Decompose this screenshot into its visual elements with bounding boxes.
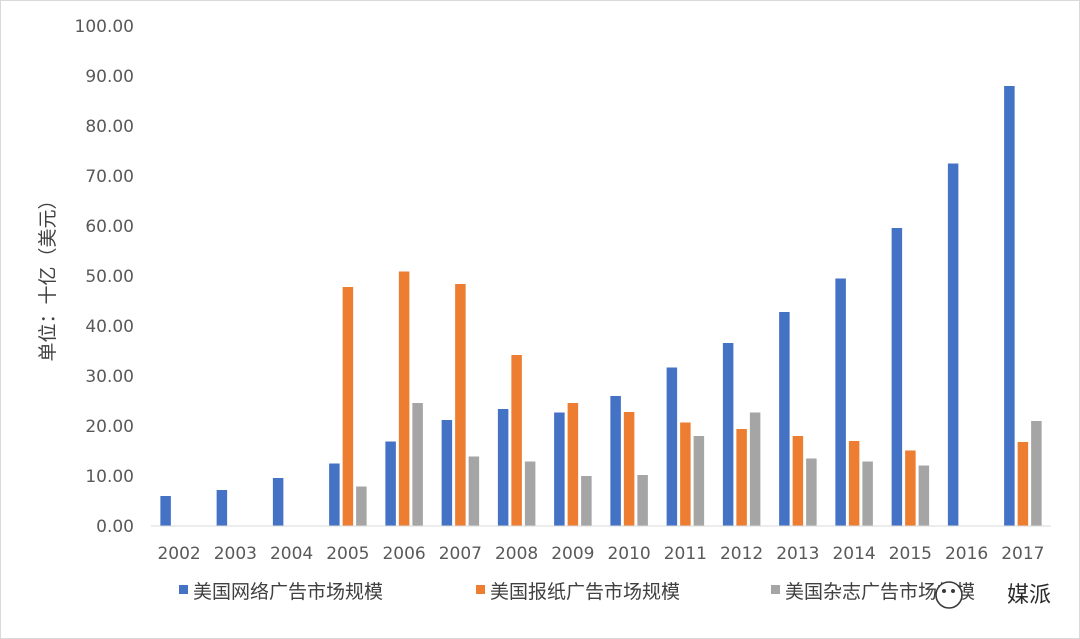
x-tick-label: 2008	[495, 544, 538, 564]
bar-1-2010	[610, 396, 621, 526]
legend-label-2: 美国报纸广告市场规模	[490, 581, 680, 603]
bar-2-2007	[455, 284, 466, 526]
x-tick-label: 2002	[157, 544, 200, 564]
x-tick-label: 2004	[270, 544, 313, 564]
y-tick-label: 90.00	[85, 67, 134, 87]
legend-swatch-1	[179, 585, 188, 594]
bar-1-2002	[160, 496, 171, 526]
bar-2-2012	[736, 429, 747, 526]
bar-1-2014	[835, 278, 846, 526]
bar-1-2007	[441, 420, 453, 526]
bar-2-2013	[792, 436, 804, 526]
legend-label-1: 美国网络广告市场规模	[193, 581, 383, 603]
y-tick-label: 0.00	[96, 517, 134, 537]
bar-3-2015	[918, 465, 930, 526]
y-tick-label: 70.00	[85, 167, 134, 187]
bar-1-2013	[779, 312, 790, 526]
y-tick-label: 20.00	[85, 417, 134, 437]
x-tick-label: 2017	[1001, 544, 1044, 564]
bar-1-2009	[554, 412, 565, 526]
bar-2-2011	[680, 422, 691, 526]
bar-2-2017	[1017, 442, 1029, 526]
y-tick-label: 60.00	[85, 217, 134, 237]
bar-3-2010	[637, 475, 648, 526]
bar-1-2004	[272, 478, 284, 526]
wechat-icon	[935, 581, 963, 609]
bars	[160, 86, 1042, 526]
bar-1-2006	[385, 441, 396, 526]
y-axis-label: 单位：十亿（美元）	[37, 190, 59, 361]
x-tick-label: 2013	[776, 544, 819, 564]
bar-3-2008	[524, 461, 536, 526]
x-tick-label: 2005	[326, 544, 369, 564]
legend-swatch-2	[476, 585, 485, 594]
x-tick-label: 2009	[551, 544, 594, 564]
bar-3-2009	[581, 476, 592, 526]
bar-2-2014	[848, 441, 860, 526]
y-tick-label: 10.00	[85, 467, 134, 487]
bar-2-2008	[511, 355, 522, 526]
bar-1-2008	[497, 409, 509, 526]
watermark-text: 媒派	[1007, 583, 1051, 608]
bar-1-2017	[1004, 86, 1015, 526]
x-tick-label: 2015	[889, 544, 932, 564]
bar-1-2015	[891, 228, 903, 526]
y-tick-label: 80.00	[85, 117, 134, 137]
x-tick-label: 2012	[720, 544, 763, 564]
legend-label-3: 美国杂志广告市场规模	[785, 581, 975, 603]
legend-swatch-3	[771, 585, 780, 594]
bar-3-2011	[693, 436, 705, 526]
bar-3-2005	[356, 486, 367, 526]
x-tick-label: 2003	[214, 544, 257, 564]
bar-3-2012	[749, 412, 761, 526]
bar-3-2017	[1031, 421, 1042, 526]
bar-3-2007	[468, 456, 480, 526]
bar-1-2011	[666, 367, 678, 526]
bar-3-2013	[806, 458, 817, 526]
bar-1-2003	[216, 490, 228, 526]
watermark: 媒派	[935, 581, 1051, 609]
y-tick-label: 100.00	[75, 17, 134, 37]
bar-3-2014	[862, 461, 873, 526]
x-tick-label: 2010	[607, 544, 650, 564]
bar-2-2009	[567, 403, 579, 526]
y-tick-label: 50.00	[85, 267, 134, 287]
y-tick-label: 40.00	[85, 317, 134, 337]
x-tick-label: 2014	[832, 544, 875, 564]
y-tick-label: 30.00	[85, 367, 134, 387]
bar-3-2006	[412, 403, 423, 526]
legend: 美国网络广告市场规模 美国报纸广告市场规模 美国杂志广告市场规模	[179, 581, 975, 603]
bar-2-2015	[905, 450, 916, 526]
x-axis-ticks: 2002 2003 2004 2005 2006 2007 2008 2009 2010 2011…	[157, 544, 1044, 564]
wechat-icon-eye-right	[951, 589, 955, 593]
x-tick-label: 2016	[945, 544, 988, 564]
x-tick-label: 2007	[439, 544, 482, 564]
bar-1-2012	[722, 343, 734, 526]
wechat-icon-eye-left	[942, 589, 946, 593]
x-tick-label: 2011	[664, 544, 707, 564]
bar-2-2006	[398, 271, 410, 526]
bar-1-2016	[947, 163, 959, 526]
y-axis-ticks: 0.00 10.00 20.00 30.00 40.00 50.00 60.00 70.00 8…	[75, 17, 134, 537]
bar-1-2005	[329, 463, 340, 526]
bar-2-2010	[623, 412, 635, 526]
x-tick-label: 2006	[382, 544, 425, 564]
bar-2-2005	[342, 287, 354, 526]
